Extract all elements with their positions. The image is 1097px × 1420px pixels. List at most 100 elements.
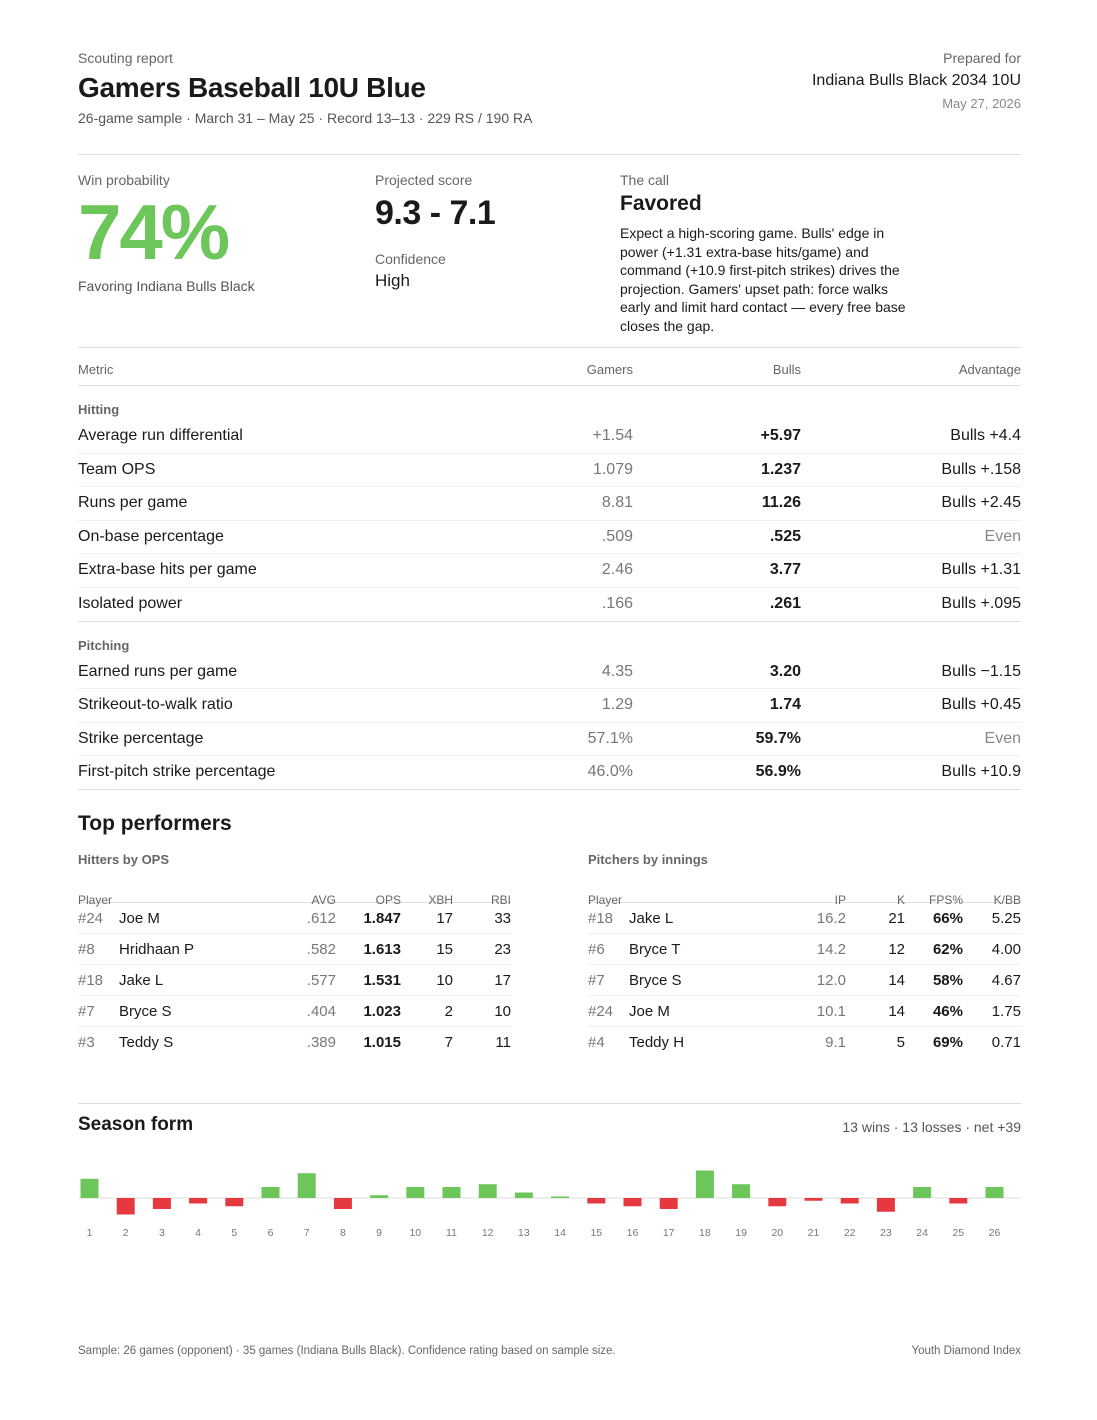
player-row: #7 Bryce S 12.0 14 58% 4.67: [588, 965, 1021, 996]
win-probability-label: Win probability: [78, 172, 170, 188]
header-left: Scouting report Gamers Baseball 10U Blue…: [78, 50, 532, 126]
xbh-value: 17: [436, 910, 453, 927]
game-bar-23: [876, 1198, 895, 1212]
advantage-column-header: Advantage: [958, 362, 1021, 377]
gamers-value: 2.46: [601, 561, 633, 579]
jersey-number: #18: [78, 972, 104, 989]
player-name: Joe M: [629, 1003, 670, 1020]
game-label-18: 18: [699, 1227, 711, 1239]
player-name: Bryce S: [629, 972, 682, 989]
game-label-7: 7: [304, 1227, 310, 1239]
summary-divider: [78, 347, 1021, 348]
avg-value: .577: [306, 972, 336, 989]
game-label-6: 6: [268, 1227, 274, 1239]
metric-row: First-pitch strike percentage 46.0% 56.9% B…: [78, 756, 1021, 790]
bulls-value: .525: [769, 527, 801, 545]
player-name: Teddy H: [629, 1034, 685, 1051]
player-column-header: Player: [78, 893, 113, 907]
scouting-report-page: Scouting report Gamers Baseball 10U Blue…: [78, 0, 1021, 1420]
k-value: 21: [888, 910, 905, 927]
jersey-number: #8: [78, 941, 95, 958]
ops-value: 1.015: [363, 1034, 401, 1051]
advantage-value: Even: [984, 527, 1021, 545]
advantage-value: Bulls −1.15: [941, 662, 1021, 680]
bulls-column-header: Bulls: [772, 362, 801, 377]
game-bar-10: [406, 1187, 425, 1198]
k-value: 5: [896, 1034, 905, 1051]
metric-row: Average run differential +1.54 +5.97 Bulls …: [78, 420, 1021, 454]
the-call-block: The call Favored Expect a high-scoring g…: [620, 172, 920, 335]
bulls-value: 11.26: [761, 494, 801, 512]
fps-value: 58%: [932, 972, 963, 989]
player-name: Hridhaan P: [119, 941, 195, 958]
section-label: Pitching: [78, 637, 130, 653]
win-probability-block: Win probability 74% Favoring Indiana Bul…: [78, 172, 255, 294]
the-call-text: Expect a high-scoring game. Bulls' edge …: [620, 225, 906, 334]
gamers-value: 1.29: [601, 696, 633, 714]
avg-value: .404: [306, 1003, 336, 1020]
ops-value: 1.613: [363, 941, 401, 958]
game-bar-15: [587, 1198, 606, 1204]
projected-score-label: Projected score: [375, 172, 473, 188]
pitcher-rows: #18 Jake L 16.2 21 66% 5.25 #6 Bryce T 14.2 12 62%…: [588, 903, 1021, 1058]
the-call-label: The call: [620, 172, 670, 188]
game-bar-20: [768, 1198, 787, 1207]
ip-value: 9.1: [825, 1034, 846, 1051]
hitters-table-title: Hitters by OPS: [78, 852, 170, 867]
bulls-value: 1.237: [760, 460, 801, 478]
game-label-10: 10: [409, 1227, 421, 1239]
kbb-value: 5.25: [991, 910, 1021, 927]
the-call-value: Favored: [620, 192, 702, 215]
pitchers-table-title: Pitchers by innings: [588, 852, 708, 867]
player-row: #24 Joe M .612 1.847 17 33: [78, 903, 511, 934]
game-bar-2: [116, 1198, 135, 1215]
prepared-for-team: Indiana Bulls Black 2034 10U: [811, 72, 1021, 89]
game-label-24: 24: [916, 1227, 928, 1239]
game-bar-5: [225, 1198, 244, 1207]
player-name: Bryce T: [629, 941, 681, 958]
rbi-column-header: RBI: [490, 893, 511, 907]
ip-value: 10.1: [816, 1003, 846, 1020]
metric-name: Isolated power: [78, 594, 183, 612]
report-subtitle: 26-game sample · March 31 – May 25 · Rec…: [78, 110, 533, 126]
player-row: #7 Bryce S .404 1.023 2 10: [78, 996, 511, 1027]
pitchers-table-header: Player IP K FPS% K/BB: [588, 875, 1021, 907]
jersey-number: #7: [588, 972, 605, 989]
game-label-4: 4: [195, 1227, 201, 1239]
projected-score-value: 9.3 - 7.1: [375, 194, 496, 232]
jersey-number: #3: [78, 1034, 95, 1051]
projected-score-block: Projected score 9.3 - 7.1 Confidence Hig…: [375, 172, 496, 291]
advantage-value: Bulls +.158: [941, 460, 1021, 478]
gamers-value: .509: [601, 527, 633, 545]
gamers-value: 46.0%: [587, 763, 633, 781]
ops-value: 1.023: [363, 1003, 401, 1020]
bulls-value: 56.9%: [755, 763, 801, 781]
season-form-title: Season form: [78, 1114, 194, 1135]
game-bar-1: [80, 1178, 99, 1198]
player-row: #3 Teddy S .389 1.015 7 11: [78, 1027, 511, 1058]
hitting-section-label: Hitting: [78, 386, 1021, 420]
hitter-rows: #24 Joe M .612 1.847 17 33 #8 Hridhaan P .582 1.6…: [78, 903, 511, 1058]
kbb-value: 0.71: [991, 1034, 1021, 1051]
rbi-value: 11: [495, 1034, 511, 1051]
gamers-value: 8.81: [601, 494, 633, 512]
metric-name: Strikeout-to-walk ratio: [78, 696, 233, 714]
xbh-value: 2: [444, 1003, 453, 1020]
metric-name: Average run differential: [78, 427, 243, 444]
game-label-22: 22: [844, 1227, 856, 1239]
game-label-13: 13: [518, 1227, 530, 1239]
game-label-17: 17: [663, 1227, 675, 1239]
metric-name: Extra-base hits per game: [78, 561, 257, 579]
game-bar-8: [333, 1198, 352, 1209]
gamers-value: +1.54: [592, 427, 633, 444]
hitters-table-header: Player AVG OPS XBH RBI: [78, 875, 511, 907]
jersey-number: #6: [588, 941, 605, 958]
metric-row: Isolated power .166 .261 Bulls +.095: [78, 588, 1021, 622]
jersey-number: #4: [588, 1034, 605, 1051]
advantage-value: Bulls +.095: [941, 594, 1021, 612]
ip-value: 16.2: [816, 910, 846, 927]
top-performers-title: Top performers: [78, 812, 232, 835]
rbi-value: 10: [494, 1003, 511, 1020]
game-label-2: 2: [123, 1227, 129, 1239]
fps-column-header: FPS%: [928, 893, 963, 907]
